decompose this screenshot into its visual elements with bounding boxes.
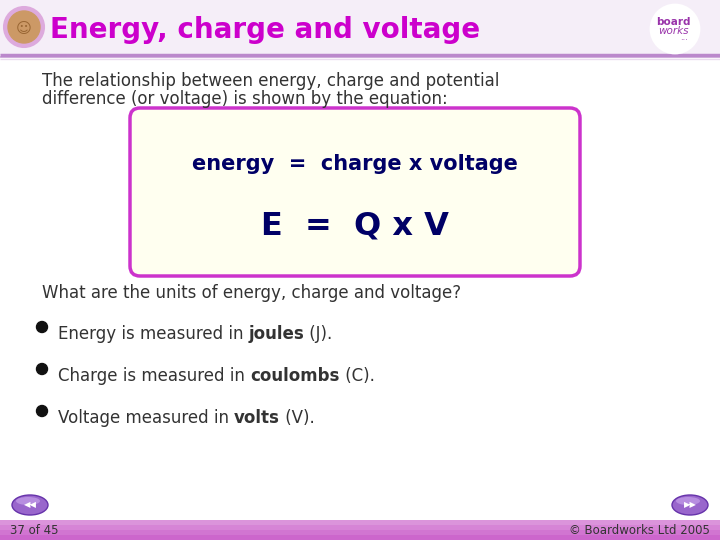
- Text: (C).: (C).: [340, 367, 374, 385]
- Text: © Boardworks Ltd 2005: © Boardworks Ltd 2005: [569, 523, 710, 537]
- Ellipse shape: [16, 497, 40, 505]
- Text: board: board: [656, 17, 690, 27]
- Text: joules: joules: [248, 325, 305, 343]
- Text: E  =  Q x V: E = Q x V: [261, 211, 449, 241]
- Ellipse shape: [12, 495, 48, 515]
- Circle shape: [4, 7, 44, 47]
- Text: ...: ...: [680, 32, 688, 42]
- Text: What are the units of energy, charge and voltage?: What are the units of energy, charge and…: [42, 284, 461, 302]
- FancyBboxPatch shape: [0, 0, 720, 55]
- Text: coulombs: coulombs: [250, 367, 340, 385]
- Text: Charge is measured in: Charge is measured in: [58, 367, 250, 385]
- Text: ☺: ☺: [16, 22, 32, 37]
- Text: ▶▶: ▶▶: [683, 501, 696, 510]
- Circle shape: [37, 406, 48, 416]
- Text: energy  =  charge x voltage: energy = charge x voltage: [192, 154, 518, 174]
- Circle shape: [37, 321, 48, 333]
- Text: ◀◀: ◀◀: [24, 501, 37, 510]
- Text: Voltage measured in: Voltage measured in: [58, 409, 234, 427]
- Ellipse shape: [676, 497, 700, 505]
- Text: difference (or voltage) is shown by the equation:: difference (or voltage) is shown by the …: [42, 90, 448, 108]
- FancyBboxPatch shape: [0, 520, 720, 540]
- Ellipse shape: [672, 495, 708, 515]
- Text: Energy, charge and voltage: Energy, charge and voltage: [50, 16, 480, 44]
- Text: volts: volts: [234, 409, 280, 427]
- Bar: [0, 525, 720, 530]
- Text: works: works: [658, 26, 688, 36]
- Circle shape: [651, 5, 699, 53]
- Bar: [0, 520, 720, 525]
- Circle shape: [8, 11, 40, 43]
- Circle shape: [37, 363, 48, 375]
- Bar: [0, 530, 720, 535]
- FancyBboxPatch shape: [130, 108, 580, 276]
- Text: Energy is measured in: Energy is measured in: [58, 325, 248, 343]
- Text: (J).: (J).: [305, 325, 333, 343]
- Text: 37 of 45: 37 of 45: [10, 523, 58, 537]
- Text: The relationship between energy, charge and potential: The relationship between energy, charge …: [42, 72, 500, 90]
- Text: (V).: (V).: [280, 409, 315, 427]
